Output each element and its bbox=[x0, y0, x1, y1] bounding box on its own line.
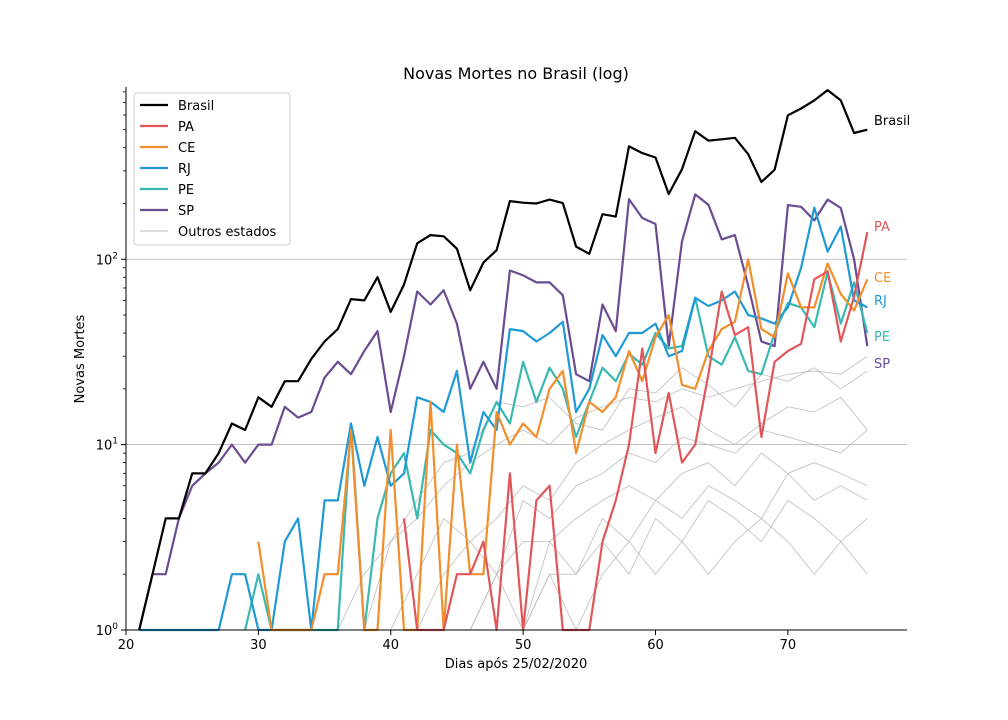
series-line-brasil bbox=[138, 89, 868, 631]
chart-title: Novas Mortes no Brasil (log) bbox=[403, 64, 629, 83]
y-tick-label: 100 bbox=[96, 622, 119, 639]
end-labels: Brasil PA CE RJ PE SP bbox=[874, 114, 910, 372]
end-label-ce: CE bbox=[874, 271, 891, 286]
legend-label: RJ bbox=[178, 162, 191, 177]
series-line-pa bbox=[402, 231, 869, 632]
other-state-line bbox=[469, 472, 868, 632]
legend-label: Brasil bbox=[178, 99, 214, 114]
legend-label: Outros estados bbox=[178, 225, 277, 240]
legend-box bbox=[133, 92, 291, 246]
legend-label: PA bbox=[178, 120, 194, 135]
other-state-line bbox=[416, 429, 868, 631]
y-axis-title: Novas Mortes bbox=[73, 314, 88, 403]
x-tick-label: 30 bbox=[250, 638, 267, 653]
end-label-sp: SP bbox=[874, 357, 890, 372]
other-state-line bbox=[363, 367, 868, 631]
other-state-line bbox=[443, 452, 868, 631]
legend-label: CE bbox=[178, 141, 195, 156]
axes: 20 30 40 50 60 70 100 101 102 bbox=[96, 87, 907, 653]
x-tick-label: 70 bbox=[780, 638, 797, 653]
other-state-line bbox=[337, 355, 868, 631]
other-state-line bbox=[390, 396, 868, 631]
end-label-rj: RJ bbox=[874, 294, 887, 309]
y-tick-label: 102 bbox=[96, 251, 118, 268]
series-line-sp bbox=[138, 193, 869, 631]
x-tick-label: 60 bbox=[647, 638, 664, 653]
end-label-pe: PE bbox=[874, 330, 890, 345]
end-label-brasil: Brasil bbox=[874, 114, 910, 129]
x-tick-label: 50 bbox=[515, 638, 532, 653]
other-state-line bbox=[522, 517, 868, 632]
x-tick-label: 40 bbox=[382, 638, 399, 653]
y-tick-label: 101 bbox=[96, 437, 118, 454]
other-states-lines bbox=[337, 355, 868, 632]
legend-label: PE bbox=[178, 183, 194, 198]
series-line-ce bbox=[257, 258, 869, 632]
x-tick-label: 20 bbox=[118, 638, 135, 653]
legend: Brasil PA CE RJ PE SP Outros estados bbox=[133, 92, 291, 246]
series-lines bbox=[138, 89, 869, 632]
x-axis-title: Dias após 25/02/2020 bbox=[445, 657, 588, 672]
grid bbox=[126, 258, 907, 446]
end-label-pa: PA bbox=[874, 220, 890, 235]
legend-label: SP bbox=[178, 204, 194, 219]
